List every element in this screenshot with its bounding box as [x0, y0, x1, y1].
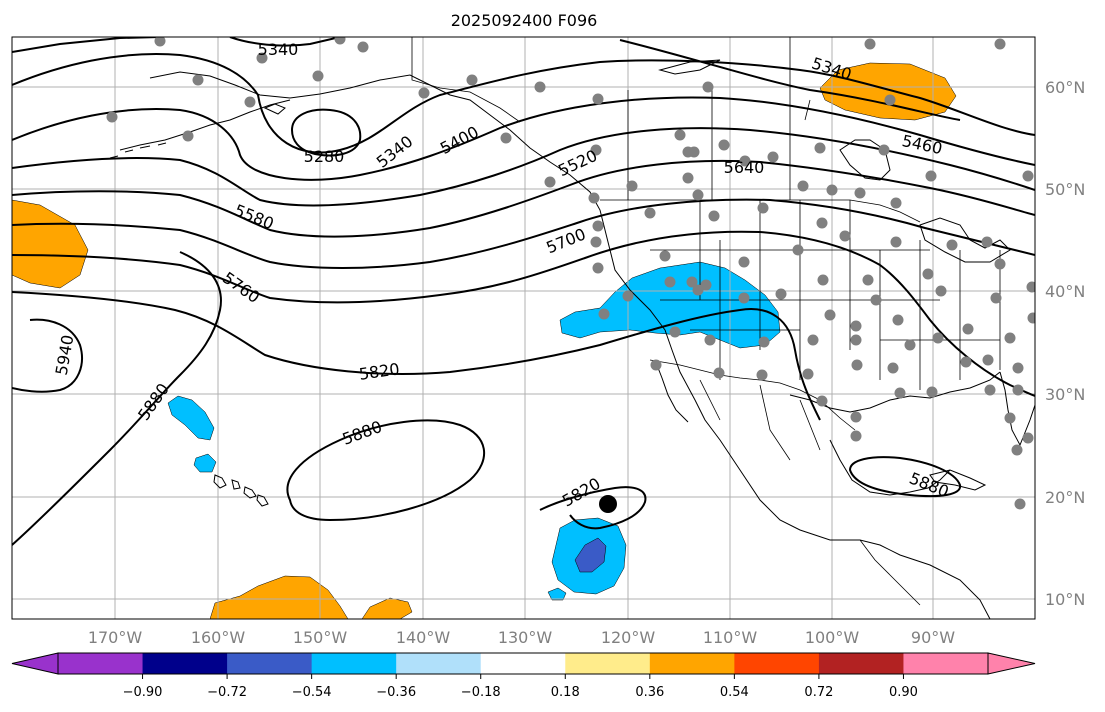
colorbar-segment [227, 653, 313, 674]
colorbar-segment [565, 653, 651, 674]
cyan-anomaly-hawaii-1 [167, 395, 215, 441]
orange-anomaly-south-2 [361, 597, 413, 619]
graticule [12, 37, 1035, 619]
contour-label: 5340 [258, 40, 299, 59]
longitude-label: 120°W [601, 628, 656, 647]
longitude-label: 110°W [703, 628, 758, 647]
latitude-axis: 60°N 50°N 40°N 30°N 20°N 10°N [1045, 78, 1085, 609]
orange-anomaly-west [12, 199, 89, 289]
latitude-label: 50°N [1045, 180, 1085, 199]
colorbar-segment [396, 653, 482, 674]
height-contours [12, 37, 1035, 546]
colorbar-tick-label: 0.54 [720, 685, 749, 700]
colorbar-tick-label: 0.36 [635, 685, 664, 700]
colorbar-tick-label: −0.54 [292, 685, 332, 700]
longitude-label: 170°W [88, 628, 143, 647]
latitude-label: 60°N [1045, 78, 1085, 97]
longitude-label: 130°W [498, 628, 553, 647]
station-markers [106, 37, 1035, 510]
map-panel: 5340 5340 5340 5280 5400 5520 5640 5460 … [11, 36, 1036, 620]
colorbar-tick-label: 0.18 [551, 685, 580, 700]
cyan-anomaly-west-us [559, 261, 781, 349]
latitude-label: 40°N [1045, 282, 1085, 301]
contour-label: 5640 [724, 158, 765, 177]
longitude-label: 160°W [191, 628, 246, 647]
map-frame [11, 36, 1036, 620]
colorbar-segment [818, 653, 904, 674]
colorbar-segment [734, 653, 820, 674]
colorbar-tick-label: −0.18 [461, 685, 501, 700]
colorbar-tick-label: 0.90 [889, 685, 918, 700]
colorbar-outline [57, 652, 989, 675]
anomaly-shading [12, 62, 957, 619]
orange-anomaly-canada [819, 62, 957, 121]
longitude-label: 90°W [911, 628, 955, 647]
colorbar-segment [903, 653, 989, 674]
colorbar-segment [649, 653, 735, 674]
longitude-label: 150°W [293, 628, 348, 647]
latitude-label: 30°N [1045, 385, 1085, 404]
colorbar: −0.90 −0.72 −0.54 −0.36 −0.18 0.18 0.36 0.54 0.7… [11, 652, 1036, 700]
colorbar-extend-low [11, 652, 59, 675]
colorbar-segment [311, 653, 397, 674]
longitude-axis: 170°W 160°W 150°W 140°W 130°W 120°W 110°… [88, 628, 955, 647]
contour-label: 5280 [304, 147, 345, 166]
colorbar-segment [58, 653, 144, 674]
longitude-label: 100°W [805, 628, 860, 647]
colorbar-segment [480, 653, 566, 674]
figure-title: 2025092400 F096 [451, 11, 598, 30]
colorbar-extend-high [987, 652, 1036, 675]
blue-anomaly-tropical [574, 537, 607, 573]
cyan-anomaly-hawaii-2 [193, 453, 217, 473]
colorbar-tick-label: −0.90 [123, 685, 163, 700]
colorbar-segment [142, 653, 228, 674]
longitude-label: 140°W [396, 628, 451, 647]
storm-center-marker [599, 495, 617, 513]
political-borders [411, 37, 1001, 606]
latitude-label: 20°N [1045, 488, 1085, 507]
colorbar-tick-label: −0.72 [207, 685, 247, 700]
latitude-label: 10°N [1045, 590, 1085, 609]
colorbar-tick-label: 0.72 [804, 685, 833, 700]
colorbar-tick-label: −0.36 [376, 685, 416, 700]
